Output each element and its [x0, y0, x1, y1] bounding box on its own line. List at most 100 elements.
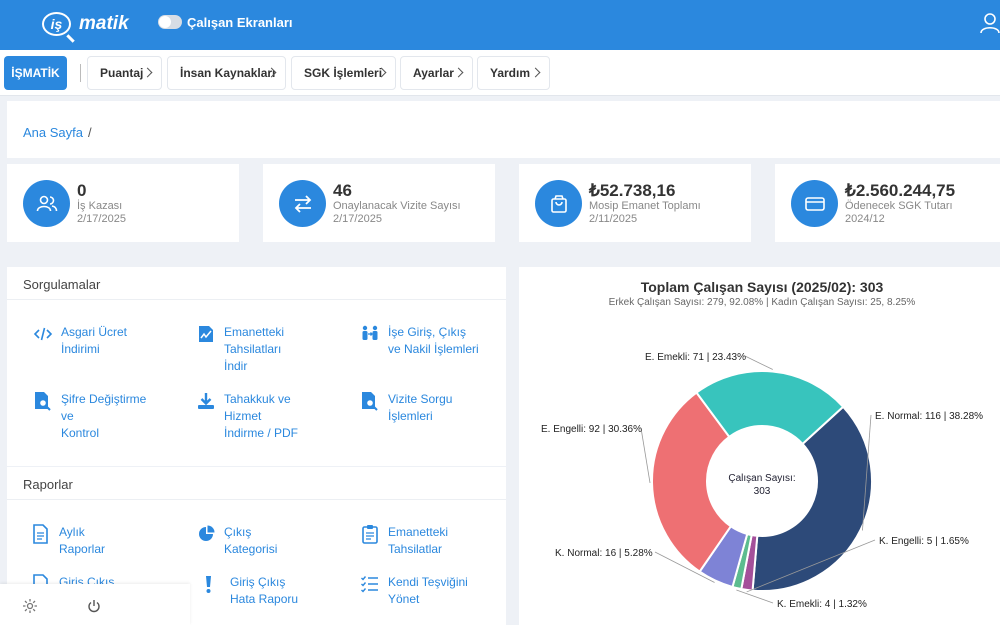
user-icon[interactable] — [980, 12, 1000, 34]
employee-screens-label: Çalışan Ekranları — [187, 15, 293, 30]
donut-center-value: 303 — [754, 486, 771, 497]
chevron-right-icon — [453, 67, 464, 78]
stat-card-mosip-emanet[interactable]: ₺52.738,16 Mosip Emanet Toplamı 2/11/202… — [519, 164, 751, 242]
ismatik-logo[interactable]: iş matik — [42, 9, 129, 39]
query-label: Şifre Değiştirme ve Kontrol — [61, 392, 147, 440]
label-leader-line — [654, 551, 715, 583]
stat-label: Onaylanacak Vizite Sayısı — [333, 200, 461, 212]
report-label: Aylık Raporlar — [59, 525, 106, 556]
signature-icon — [199, 326, 213, 342]
file-search-icon — [35, 392, 51, 411]
donut-slice-e-engelli[interactable] — [651, 391, 733, 574]
swap-icon — [294, 194, 311, 213]
nav-item-label: Yardım — [490, 66, 531, 80]
gear-icon[interactable] — [22, 598, 38, 614]
stat-value: 0 — [77, 181, 87, 200]
employee-count-chart-card: Toplam Çalışan Sayısı (2025/02): 303 Erk… — [519, 267, 1000, 625]
stat-icon-circle — [791, 180, 838, 227]
bottom-toolbar — [0, 584, 190, 625]
slice-data-label: K. Normal: 16 | 5.28% — [555, 548, 653, 559]
reports-header: Raporlar — [7, 467, 506, 500]
nav-insan-kaynaklari[interactable]: İnsan Kaynakları — [167, 56, 286, 90]
stat-card-is-kazasi[interactable]: 0 İş Kazası 2/17/2025 — [7, 164, 239, 242]
pie-icon — [199, 525, 215, 541]
nav-sgk-islemleri[interactable]: SGK İşlemleri — [291, 56, 396, 90]
donut-slice-e-emekli[interactable] — [695, 370, 845, 446]
queries-body: Asgari Ücret İndirimi Emanetteki Tahsilatl… — [7, 300, 506, 466]
stat-label: İş Kazası — [77, 200, 123, 212]
query-label: Asgari Ücret İndirimi — [61, 325, 128, 356]
calendar-file-icon — [33, 524, 48, 544]
query-vizite-sorgu[interactable]: Vizite Sorgu İşlemleri — [360, 391, 452, 425]
main-nav: İŞMATİK Puantaj İnsan Kaynakları SGK İşl… — [0, 50, 1000, 96]
report-aylik-raporlar[interactable]: Aylık Raporlar — [31, 524, 105, 558]
report-giris-cikis-hata[interactable]: Giriş Çıkış Hata Raporu — [202, 574, 298, 608]
report-label: Giriş Çıkış Hata Raporu — [230, 575, 299, 606]
chevron-right-icon — [142, 67, 153, 78]
query-tahakkuk-hizmet[interactable]: Tahakkuk ve Hizmet İndirme / PDF — [196, 391, 298, 442]
file-search-icon — [362, 392, 378, 411]
slice-data-label: E. Emekli: 71 | 23.43% — [645, 352, 746, 363]
report-label: Çıkış Kategorisi — [224, 525, 278, 556]
query-label: Vizite Sorgu İşlemleri — [388, 392, 453, 423]
query-label: Emanetteki Tahsilatları İndir — [224, 325, 285, 373]
donut-chart: E. Normal: 116 | 38.28% K. Engelli: 5 | 1… — [541, 352, 983, 610]
query-asgari-ucret[interactable]: Asgari Ücret İndirimi — [33, 324, 127, 358]
stat-date: 2/11/2025 — [589, 213, 638, 225]
download-icon — [198, 393, 214, 409]
chart-title: Toplam Çalışan Sayısı (2025/02): 303 — [640, 279, 884, 295]
breadcrumb-separator: / — [88, 125, 92, 140]
donut-center-label: Çalışan Sayısı: — [728, 473, 795, 484]
stat-value: 46 — [333, 181, 352, 200]
stat-label: Ödenecek SGK Tutarı — [845, 200, 953, 212]
slice-data-label: E. Normal: 116 | 38.28% — [875, 411, 983, 422]
report-cikis-kategorisi[interactable]: Çıkış Kategorisi — [196, 524, 277, 558]
toggle-knob — [159, 16, 171, 28]
slice-data-label: K. Engelli: 5 | 1.65% — [879, 536, 969, 547]
label-leader-line — [640, 427, 651, 484]
slice-data-label: E. Engelli: 92 | 30.36% — [541, 424, 642, 435]
people-transfer-icon — [362, 325, 378, 340]
donut-slice-e-normal[interactable] — [751, 405, 873, 592]
label-leader-line — [746, 539, 876, 593]
report-kendi-tesvigini-yonet[interactable]: Kendi Teşviğini Yönet — [360, 574, 468, 608]
top-bar: iş matik Çalışan Ekranları — [0, 0, 1000, 50]
query-sifre-degistirme[interactable]: Şifre Değiştirme ve Kontrol — [33, 391, 146, 442]
query-label: Tahakkuk ve Hizmet İndirme / PDF — [224, 392, 299, 440]
stat-label: Mosip Emanet Toplamı — [589, 200, 701, 212]
breadcrumb-home-link[interactable]: Ana Sayfa — [23, 125, 83, 140]
report-label: Emanetteki Tahsilatlar — [388, 525, 449, 556]
query-ise-giris-cikis[interactable]: İşe Giriş, Çıkış ve Nakil İşlemleri — [360, 324, 479, 358]
power-icon[interactable] — [87, 599, 101, 613]
report-emanetteki-tahsilatlar[interactable]: Emanetteki Tahsilatlar — [360, 524, 448, 558]
nav-ayarlar[interactable]: Ayarlar — [400, 56, 473, 90]
breadcrumb: Ana Sayfa / — [23, 125, 92, 140]
nav-puantaj[interactable]: Puantaj — [87, 56, 162, 90]
nav-item-label: Puantaj — [100, 66, 144, 80]
label-leader-line — [862, 414, 872, 531]
stat-value: ₺2.560.244,75 — [845, 181, 956, 200]
exclamation-icon — [206, 576, 211, 593]
nav-yardim[interactable]: Yardım — [477, 56, 550, 90]
queries-header: Sorgulamalar — [7, 267, 506, 300]
chart-subtitle: Erkek Çalışan Sayısı: 279, 92.08% | Kadı… — [608, 297, 916, 308]
stat-card-vizite[interactable]: 46 Onaylanacak Vizite Sayısı 2/17/2025 — [263, 164, 495, 242]
label-leader-line — [744, 355, 773, 370]
employee-screens-toggle[interactable] — [158, 15, 182, 29]
users-icon — [36, 195, 57, 211]
ismatik-home-button[interactable]: İŞMATİK — [4, 56, 67, 90]
query-emanetteki-tahsilatlari[interactable]: Emanetteki Tahsilatları İndir — [196, 324, 284, 375]
query-label: İşe Giriş, Çıkış ve Nakil İşlemleri — [388, 325, 479, 356]
stat-icon-circle — [535, 180, 582, 227]
credit-card-icon — [804, 196, 825, 211]
logo-word: matik — [79, 13, 129, 34]
label-leader-line — [736, 589, 774, 604]
report-label: Kendi Teşviğini Yönet — [388, 575, 468, 606]
checklist-icon — [361, 576, 378, 593]
quick-links-panel: Sorgulamalar Asgari Ücret İndirimi Emanet… — [7, 267, 506, 625]
stat-card-sgk-tutari[interactable]: ₺2.560.244,75 Ödenecek SGK Tutarı 2024/1… — [775, 164, 1000, 242]
nav-item-label: SGK İşlemleri — [304, 66, 383, 80]
breadcrumb-card: Ana Sayfa / — [7, 101, 1000, 158]
bag-icon — [550, 194, 567, 213]
stat-date: 2024/12 — [845, 213, 885, 225]
